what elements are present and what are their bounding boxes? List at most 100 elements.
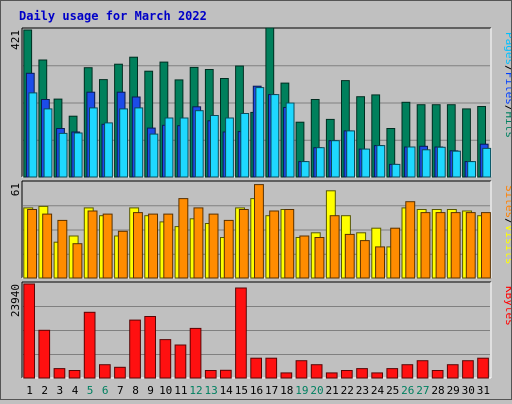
bar-sites-day-3 [57,219,68,279]
bar-sites-day-11 [178,198,189,279]
x-tick-label-day-16: 16 [250,384,263,397]
bar-pages-day-11 [179,117,189,178]
bar-kbytes-day-9 [144,316,157,379]
bar-sites-day-5 [87,210,98,279]
bar-sites-day-21 [329,215,340,279]
bar-pages-day-9 [149,133,159,178]
bar-kbytes-day-30 [462,360,474,379]
bar-pages-day-14 [225,117,234,178]
bar-kbytes-day-29 [446,364,459,379]
bar-sites-day-1 [27,209,37,279]
bar-pages-day-17 [270,94,280,178]
bar-kbytes-day-21 [325,372,338,379]
x-tick-label-day-29: 29 [447,384,460,397]
x-tick-label-day-15: 15 [235,384,248,397]
bar-sites-day-29 [450,212,461,279]
legend-item-sites: Sites [503,185,511,218]
x-tick-label-day-13: 13 [204,384,217,397]
bar-kbytes-day-20 [310,364,323,379]
bar-pages-day-13 [210,115,219,178]
bar-pages-day-31 [482,147,492,178]
bar-pages-day-3 [58,132,68,178]
x-tick-label-day-1: 1 [26,384,33,397]
bar-sites-day-7 [117,230,128,279]
bar-pages-day-28 [436,146,446,178]
bar-kbytes-day-13 [204,370,217,379]
x-tick-label-day-30: 30 [462,384,475,397]
legend-visits: Sites/Visits [503,185,511,265]
x-tick-label-day-22: 22 [341,384,354,397]
legend-item-visits: Visits [503,225,511,265]
x-tick-label-day-24: 24 [371,384,385,397]
legend-kbytes: KBytes [503,286,511,326]
bar-pages-day-26 [406,146,416,178]
bar-sites-day-4 [72,243,83,279]
bar-kbytes-day-6 [99,364,111,379]
x-tick-label-day-23: 23 [356,384,369,397]
bar-sites-day-8 [133,212,143,279]
bar-pages-day-27 [421,149,431,178]
x-tick-label-day-14: 14 [220,384,234,397]
bar-kbytes-day-18 [280,372,293,379]
bar-kbytes-day-26 [401,364,414,379]
bar-pages-day-7 [119,108,128,178]
bar-sites-day-14 [223,219,234,279]
bar-pages-day-5 [89,107,98,178]
x-tick-label-day-28: 28 [431,384,444,397]
bar-sites-day-12 [193,207,204,279]
bar-pages-day-23 [361,148,371,178]
x-tick-label-day-21: 21 [325,384,338,397]
bar-pages-day-25 [391,163,401,178]
bar-kbytes-day-23 [356,368,368,379]
bar-sites-day-13 [208,213,219,279]
legend-item-kbytes: KBytes [503,286,511,326]
bar-pages-day-8 [134,107,144,178]
x-tick-label-day-17: 17 [265,384,278,397]
bar-pages-day-30 [467,161,477,178]
bar-pages-day-15 [240,113,250,178]
bar-kbytes-day-5 [83,311,96,379]
bar-pages-day-4 [73,132,83,178]
bar-sites-day-2 [42,213,53,279]
bar-pages-day-12 [194,110,204,178]
bar-kbytes-day-25 [386,368,399,379]
bar-sites-day-24 [375,246,386,279]
bar-pages-day-6 [104,122,113,178]
x-tick-label-day-26: 26 [401,384,414,397]
legend-separator: / [503,65,511,72]
bar-sites-day-16 [254,184,264,279]
bar-kbytes-day-17 [265,357,278,379]
bar-sites-day-10 [163,213,174,279]
bar-sites-day-25 [390,227,401,279]
bar-pages-day-20 [315,147,325,178]
x-tick-label-day-8: 8 [132,384,139,397]
bar-sites-day-27 [420,212,431,279]
bar-sites-day-6 [102,213,113,279]
bar-kbytes-day-15 [235,287,247,379]
x-tick-label-day-10: 10 [159,384,172,397]
legend-separator: / [503,105,511,112]
x-tick-label-day-12: 12 [189,384,202,397]
bar-kbytes-day-31 [477,357,489,379]
bar-pages-day-1 [28,92,38,178]
x-tick-label-day-19: 19 [295,384,308,397]
x-tick-label-day-6: 6 [102,384,109,397]
bar-kbytes-day-2 [38,329,51,379]
x-tick-label-day-4: 4 [72,384,79,397]
bar-sites-day-18 [284,209,295,279]
legend-separator: / [503,218,511,225]
x-tick-label-day-7: 7 [117,384,124,397]
bar-kbytes-day-28 [431,370,444,379]
bar-kbytes-day-11 [174,344,187,379]
bar-pages-day-18 [285,102,295,178]
x-tick-label-day-11: 11 [174,384,187,397]
bar-kbytes-day-12 [189,327,202,379]
bar-sites-day-15 [238,209,249,279]
x-tick-label-day-31: 31 [477,384,490,397]
legend-hits: Pages/Files/Hits [503,32,511,138]
bar-sites-day-9 [148,213,159,279]
x-tick-label-day-3: 3 [56,384,63,397]
chart-title: Daily usage for March 2022 [19,9,207,23]
